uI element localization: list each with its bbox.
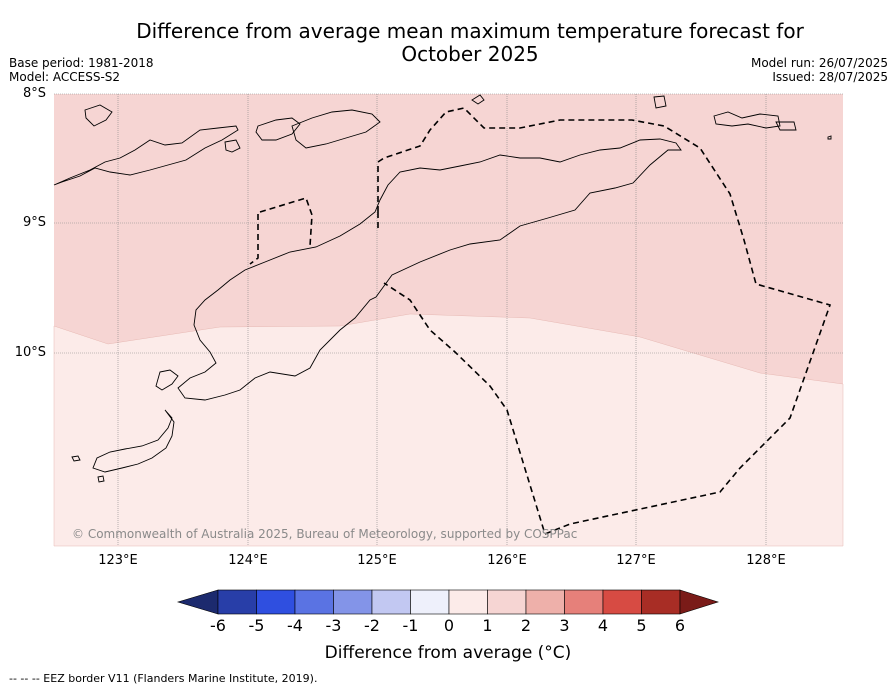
colorbar-tick-label: -6 (210, 616, 226, 635)
coastlines (53, 94, 832, 483)
coastline-roti (92, 409, 175, 473)
lon-label-125e: 125°E (357, 553, 397, 568)
band-0-1-area (53, 313, 844, 547)
coastline-timor (177, 138, 682, 401)
coastline-alor (291, 109, 381, 149)
lat-label-8s: 8°S (22, 86, 46, 101)
coastline-islet-1 (71, 455, 81, 462)
colorbar-tick-label: -3 (325, 616, 342, 635)
coastline-jaco (827, 135, 832, 140)
colorbar-box (333, 589, 373, 615)
meta-left: Base period: 1981-2018 Model: ACCESS-S2 (9, 56, 154, 84)
lon-label-123e: 123°E (98, 553, 138, 568)
coastline-lomblen (255, 117, 301, 141)
lon-label-128e: 128°E (746, 553, 786, 568)
coastline-wetar (471, 94, 485, 105)
colorbar-tick-label: 6 (674, 616, 686, 635)
map-title: Difference from average mean maximum tem… (100, 20, 840, 66)
colorbar-box (564, 589, 604, 615)
coastline-islet-2 (97, 475, 105, 483)
graticule (54, 93, 843, 546)
colorbar-box (525, 589, 565, 615)
model-name: Model: ACCESS-S2 (9, 70, 121, 84)
base-period: Base period: 1981-2018 (9, 56, 154, 70)
coastline-solor (84, 104, 113, 127)
meta-right: Model run: 26/07/2025 Issued: 28/07/2025 (751, 56, 888, 84)
colorbar-box (410, 589, 450, 615)
lon-label-126e: 126°E (487, 553, 527, 568)
colorbar-box (448, 589, 488, 615)
colorbar-tick-label: -5 (248, 616, 265, 635)
colorbar-box (217, 589, 257, 615)
colorbar-box (487, 589, 527, 615)
lat-label-10s: 10°S (14, 345, 46, 360)
colorbar-tick-label: 3 (559, 616, 570, 635)
lon-label-127e: 127°E (616, 553, 656, 568)
map-title-line-2: October 2025 (401, 42, 539, 66)
colorbar-tick-label: 2 (520, 616, 532, 635)
colorbar-tick-label: -1 (402, 616, 419, 635)
colorbar-box (294, 589, 334, 615)
eez-boundary (249, 107, 832, 536)
colorbar-extend-high (679, 589, 719, 615)
colorbar-tick-label: 0 (443, 616, 455, 635)
colorbar-tick-label: -2 (364, 616, 380, 635)
coastline-semau (155, 369, 179, 391)
map-title-line-1: Difference from average mean maximum tem… (136, 19, 804, 43)
colorbar-box (641, 589, 681, 615)
eez-footnote: -- -- -- EEZ border V11 (Flanders Marine… (9, 672, 318, 685)
coastline-flores (53, 125, 239, 186)
colorbar-box (602, 589, 642, 615)
colorbar-box (256, 589, 296, 615)
colorbar-box (371, 589, 411, 615)
colorbar-tick-label: 5 (636, 616, 647, 635)
colorbar-tick-label: -4 (287, 616, 303, 635)
coastline-leti (713, 111, 781, 129)
model-run: Model run: 26/07/2025 (750, 56, 888, 70)
coastline-moa (775, 121, 797, 131)
colorbar (176, 589, 719, 615)
lat-label-9s: 9°S (22, 215, 46, 230)
coastline-kisar (653, 95, 667, 109)
colorbar-extend-low (176, 589, 219, 615)
lon-label-124e: 124°E (228, 553, 268, 568)
colorbar-tick-label: 1 (482, 616, 493, 635)
issued-date: Issued: 28/07/2025 (772, 70, 888, 84)
colorbar-label: Difference from average (°C) (324, 643, 572, 663)
copyright-notice: © Commonwealth of Australia 2025, Bureau… (72, 527, 578, 541)
colorbar-tick-label: 4 (597, 616, 609, 635)
coastline-pantar (224, 139, 241, 153)
